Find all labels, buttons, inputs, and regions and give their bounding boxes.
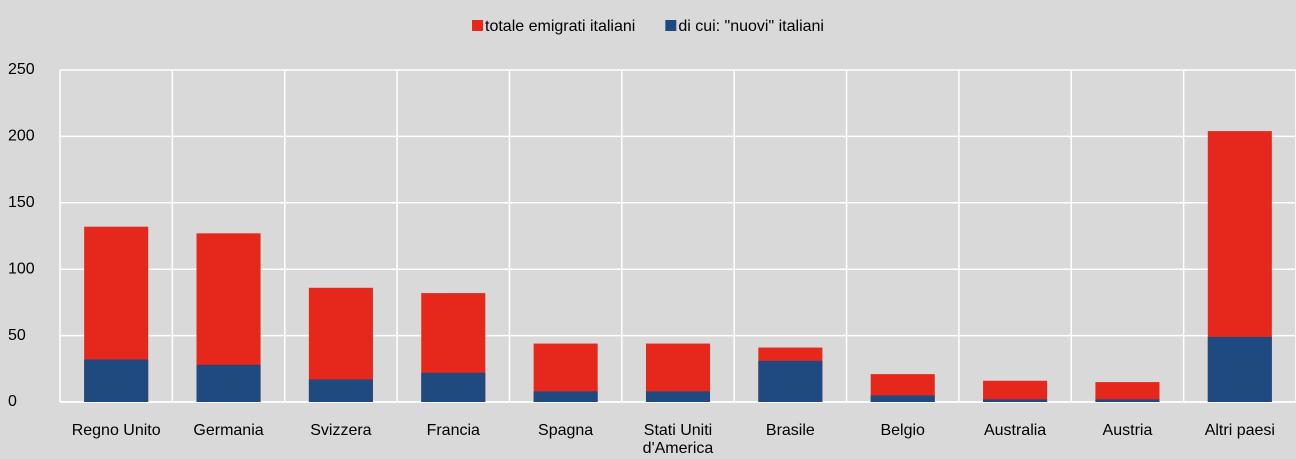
y-tick-label: 50	[8, 327, 26, 344]
bar	[1207, 336, 1272, 402]
x-tick-label: Regno Unito	[71, 422, 161, 439]
bar	[1095, 399, 1160, 402]
bar	[533, 391, 598, 402]
x-tick-label: Austria	[1102, 422, 1153, 439]
legend-swatch	[472, 20, 484, 31]
x-tick-label: Stati Uniti d'America	[642, 422, 714, 457]
legend-swatch	[665, 20, 677, 31]
x-tick-label: Germania	[193, 422, 264, 439]
x-tick-label: Spagna	[538, 422, 594, 439]
legend-label: totale emigrati italiani	[485, 18, 635, 35]
bar	[870, 395, 935, 402]
bar	[758, 360, 823, 402]
x-tick-label: Svizzera	[310, 422, 372, 439]
x-tick-label: Australia	[983, 422, 1047, 439]
legend-label: di cui: "nuovi" italiani	[678, 18, 824, 35]
bar	[196, 364, 261, 402]
y-tick-label: 150	[8, 194, 35, 211]
y-tick-label: 100	[8, 260, 35, 277]
bar	[983, 380, 1048, 402]
bar	[1095, 382, 1160, 402]
y-tick-label: 250	[8, 61, 35, 78]
x-tick-label: Brasile	[765, 422, 815, 439]
y-tick-label: 0	[8, 393, 17, 410]
x-tick-label: Belgio	[880, 422, 925, 439]
x-tick-label: Altri paesi	[1204, 422, 1275, 439]
bar	[983, 399, 1048, 402]
y-tick-label: 200	[8, 128, 35, 145]
bar	[645, 391, 711, 402]
bar	[308, 379, 373, 402]
bar	[421, 372, 486, 402]
x-tick-label: Francia	[426, 422, 480, 439]
bar	[84, 359, 149, 402]
